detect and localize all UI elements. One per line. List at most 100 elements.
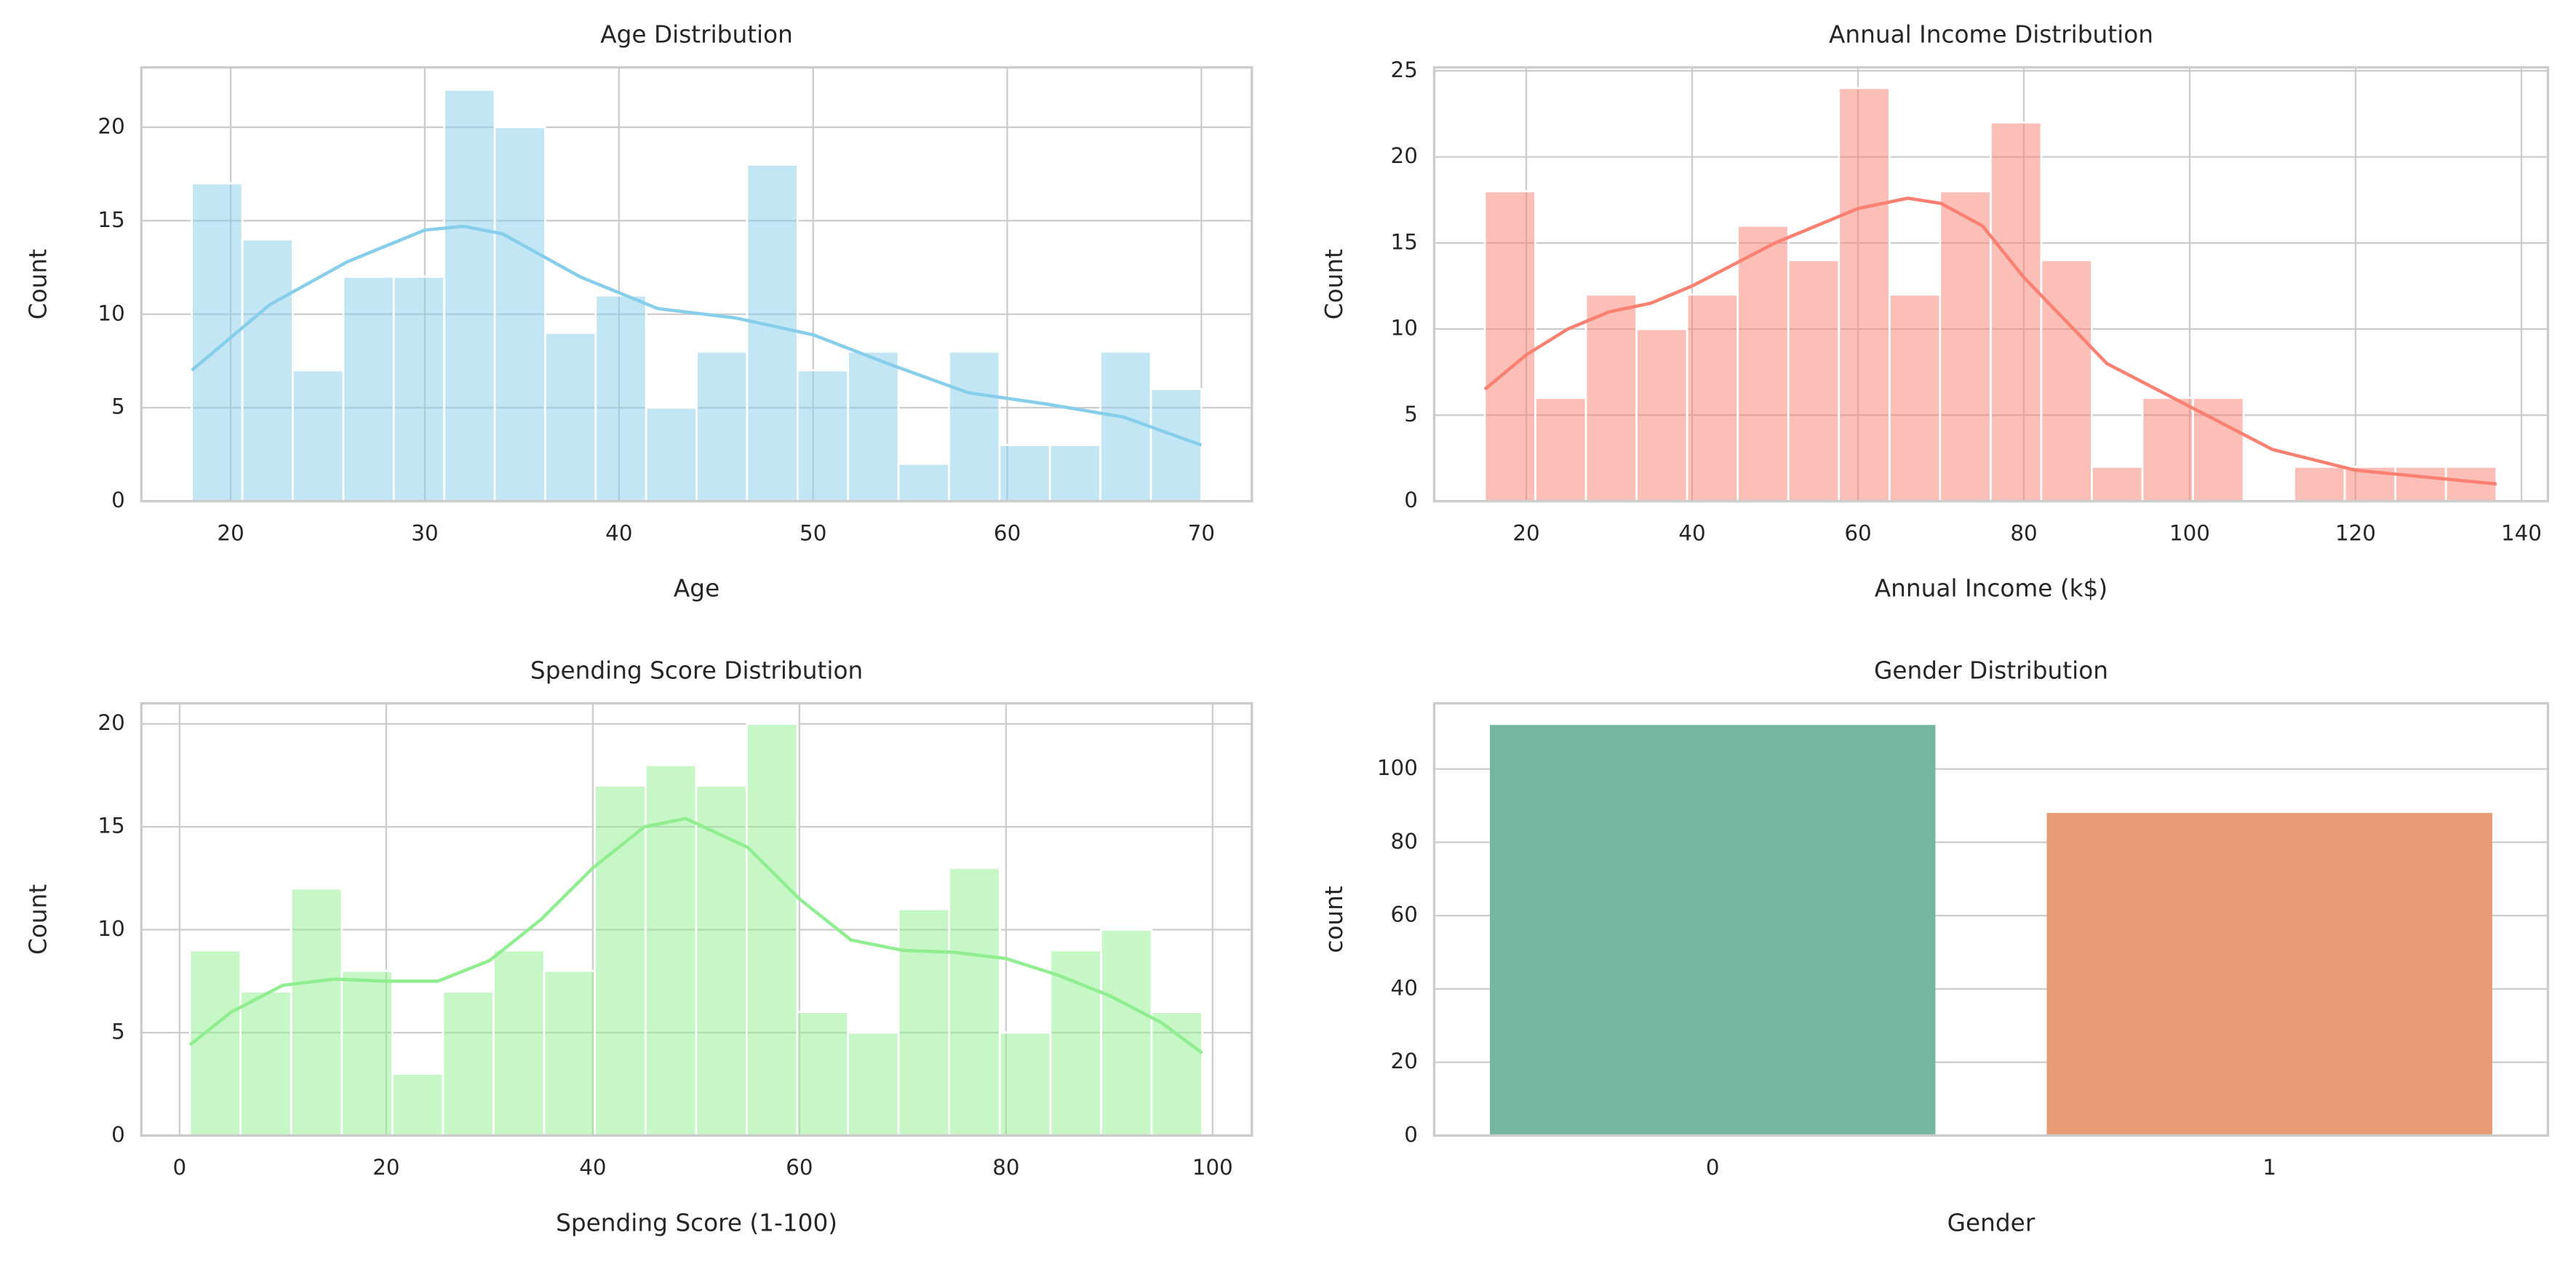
histogram-bar (241, 238, 294, 503)
histogram-bar (1888, 293, 1942, 503)
histogram-bar (594, 785, 647, 1137)
histogram-bar (1736, 224, 1790, 503)
histogram-bar (392, 276, 446, 503)
histogram-bar (239, 990, 292, 1137)
histogram-bar (897, 462, 950, 503)
histogram-bar (442, 990, 495, 1137)
chart-title: Spending Score Distribution (530, 657, 863, 685)
histogram-bar (342, 276, 395, 503)
y-tick-label: 0 (111, 488, 125, 512)
y-axis-label: count (1320, 886, 1348, 953)
histogram-bar (1099, 350, 1152, 503)
x-axis-label: Age (674, 575, 719, 603)
x-axis-label: Gender (1947, 1209, 2035, 1236)
x-tick-label: 60 (786, 1155, 813, 1180)
y-tick-label: 40 (1391, 975, 1418, 1000)
histogram-bar (847, 350, 900, 503)
y-axis-label: Count (24, 249, 52, 319)
x-tick-label: 40 (1678, 520, 1705, 545)
x-tick-label: 60 (994, 520, 1021, 545)
y-tick-label: 0 (111, 1122, 125, 1147)
x-tick-label: 70 (1188, 520, 1215, 545)
histogram-bar (746, 723, 799, 1137)
histogram-bar (847, 1031, 900, 1137)
y-tick-label: 20 (97, 114, 124, 138)
x-tick-label: 20 (1512, 520, 1539, 545)
kde-line (191, 224, 1203, 447)
chart-title: Age Distribution (600, 21, 793, 49)
y-tick-label: 100 (1377, 755, 1418, 780)
bar (1490, 725, 1936, 1136)
y-tick-label: 15 (1391, 229, 1418, 254)
histogram-bar (1534, 397, 1587, 503)
y-tick-label: 20 (97, 710, 124, 735)
x-tick-label: 1 (2262, 1155, 2276, 1180)
axes-frame (1432, 65, 2550, 503)
x-tick-label: 100 (1192, 1155, 1233, 1180)
histogram-bar (1635, 327, 1688, 503)
histogram-bar (493, 949, 546, 1137)
y-tick-label: 0 (1404, 488, 1418, 512)
histogram-bar (2293, 466, 2346, 503)
y-tick-label: 10 (1391, 316, 1418, 341)
histogram-bar (191, 182, 244, 503)
bar (2046, 813, 2492, 1136)
y-tick-label: 15 (97, 814, 124, 838)
y-tick-label: 5 (111, 394, 125, 419)
x-tick-label: 0 (173, 1155, 187, 1180)
axes-frame (1432, 702, 2550, 1137)
x-tick-label: 40 (605, 520, 632, 545)
x-axis-label: Spending Score (1-100) (556, 1209, 837, 1236)
y-tick-label: 0 (1404, 1122, 1418, 1147)
x-axis-label: Annual Income (k$) (1875, 575, 2108, 603)
x-tick-label: 100 (2169, 520, 2210, 545)
x-tick-label: 140 (2501, 520, 2542, 545)
histogram-bar (796, 1011, 849, 1137)
axes-frame (140, 702, 1253, 1137)
y-tick-label: 5 (1404, 402, 1418, 426)
histogram-bar (1049, 949, 1102, 1137)
histogram-bar (645, 406, 698, 503)
x-tick-label: 60 (1844, 520, 1871, 545)
chart-title: Gender Distribution (1874, 657, 2108, 685)
histogram-bar (544, 332, 597, 503)
x-tick-label: 20 (217, 520, 244, 545)
histogram-bar (897, 907, 951, 1137)
kde-line (1483, 196, 2497, 486)
histogram-bar (493, 126, 546, 503)
histogram-bar (1149, 388, 1203, 503)
x-tick-label: 50 (799, 520, 826, 545)
histogram-bar (695, 350, 749, 503)
x-tick-label: 40 (579, 1155, 606, 1180)
histogram-bar (796, 369, 850, 503)
histogram-bar (1048, 444, 1102, 503)
histogram-bar (746, 163, 799, 503)
histogram-bar (1483, 190, 1536, 503)
y-tick-label: 15 (97, 207, 124, 232)
histogram-bar (1787, 259, 1841, 503)
histogram-bar (340, 969, 394, 1137)
histogram-bar (998, 1031, 1052, 1137)
y-tick-label: 20 (1391, 1049, 1418, 1073)
histogram-bar (1584, 293, 1638, 503)
x-tick-label: 80 (992, 1155, 1019, 1180)
histogram-bar (948, 350, 1001, 503)
histogram-bar (1838, 87, 1891, 503)
histogram-bar (292, 369, 345, 503)
histogram-bar (188, 949, 242, 1137)
histogram-bar (1100, 929, 1153, 1137)
histogram-bar (1990, 121, 2043, 503)
x-tick-label: 120 (2335, 520, 2376, 545)
histogram-bar (543, 969, 597, 1137)
histogram-bar (695, 785, 748, 1137)
y-axis-label: Count (24, 884, 52, 955)
kde-line (188, 817, 1204, 1055)
y-tick-label: 80 (1391, 829, 1418, 854)
histogram-bar (1150, 1011, 1204, 1137)
y-tick-label: 60 (1391, 902, 1418, 927)
x-tick-label: 30 (411, 520, 438, 545)
histogram-bar (948, 867, 1001, 1137)
histogram-bar (1939, 190, 1992, 503)
